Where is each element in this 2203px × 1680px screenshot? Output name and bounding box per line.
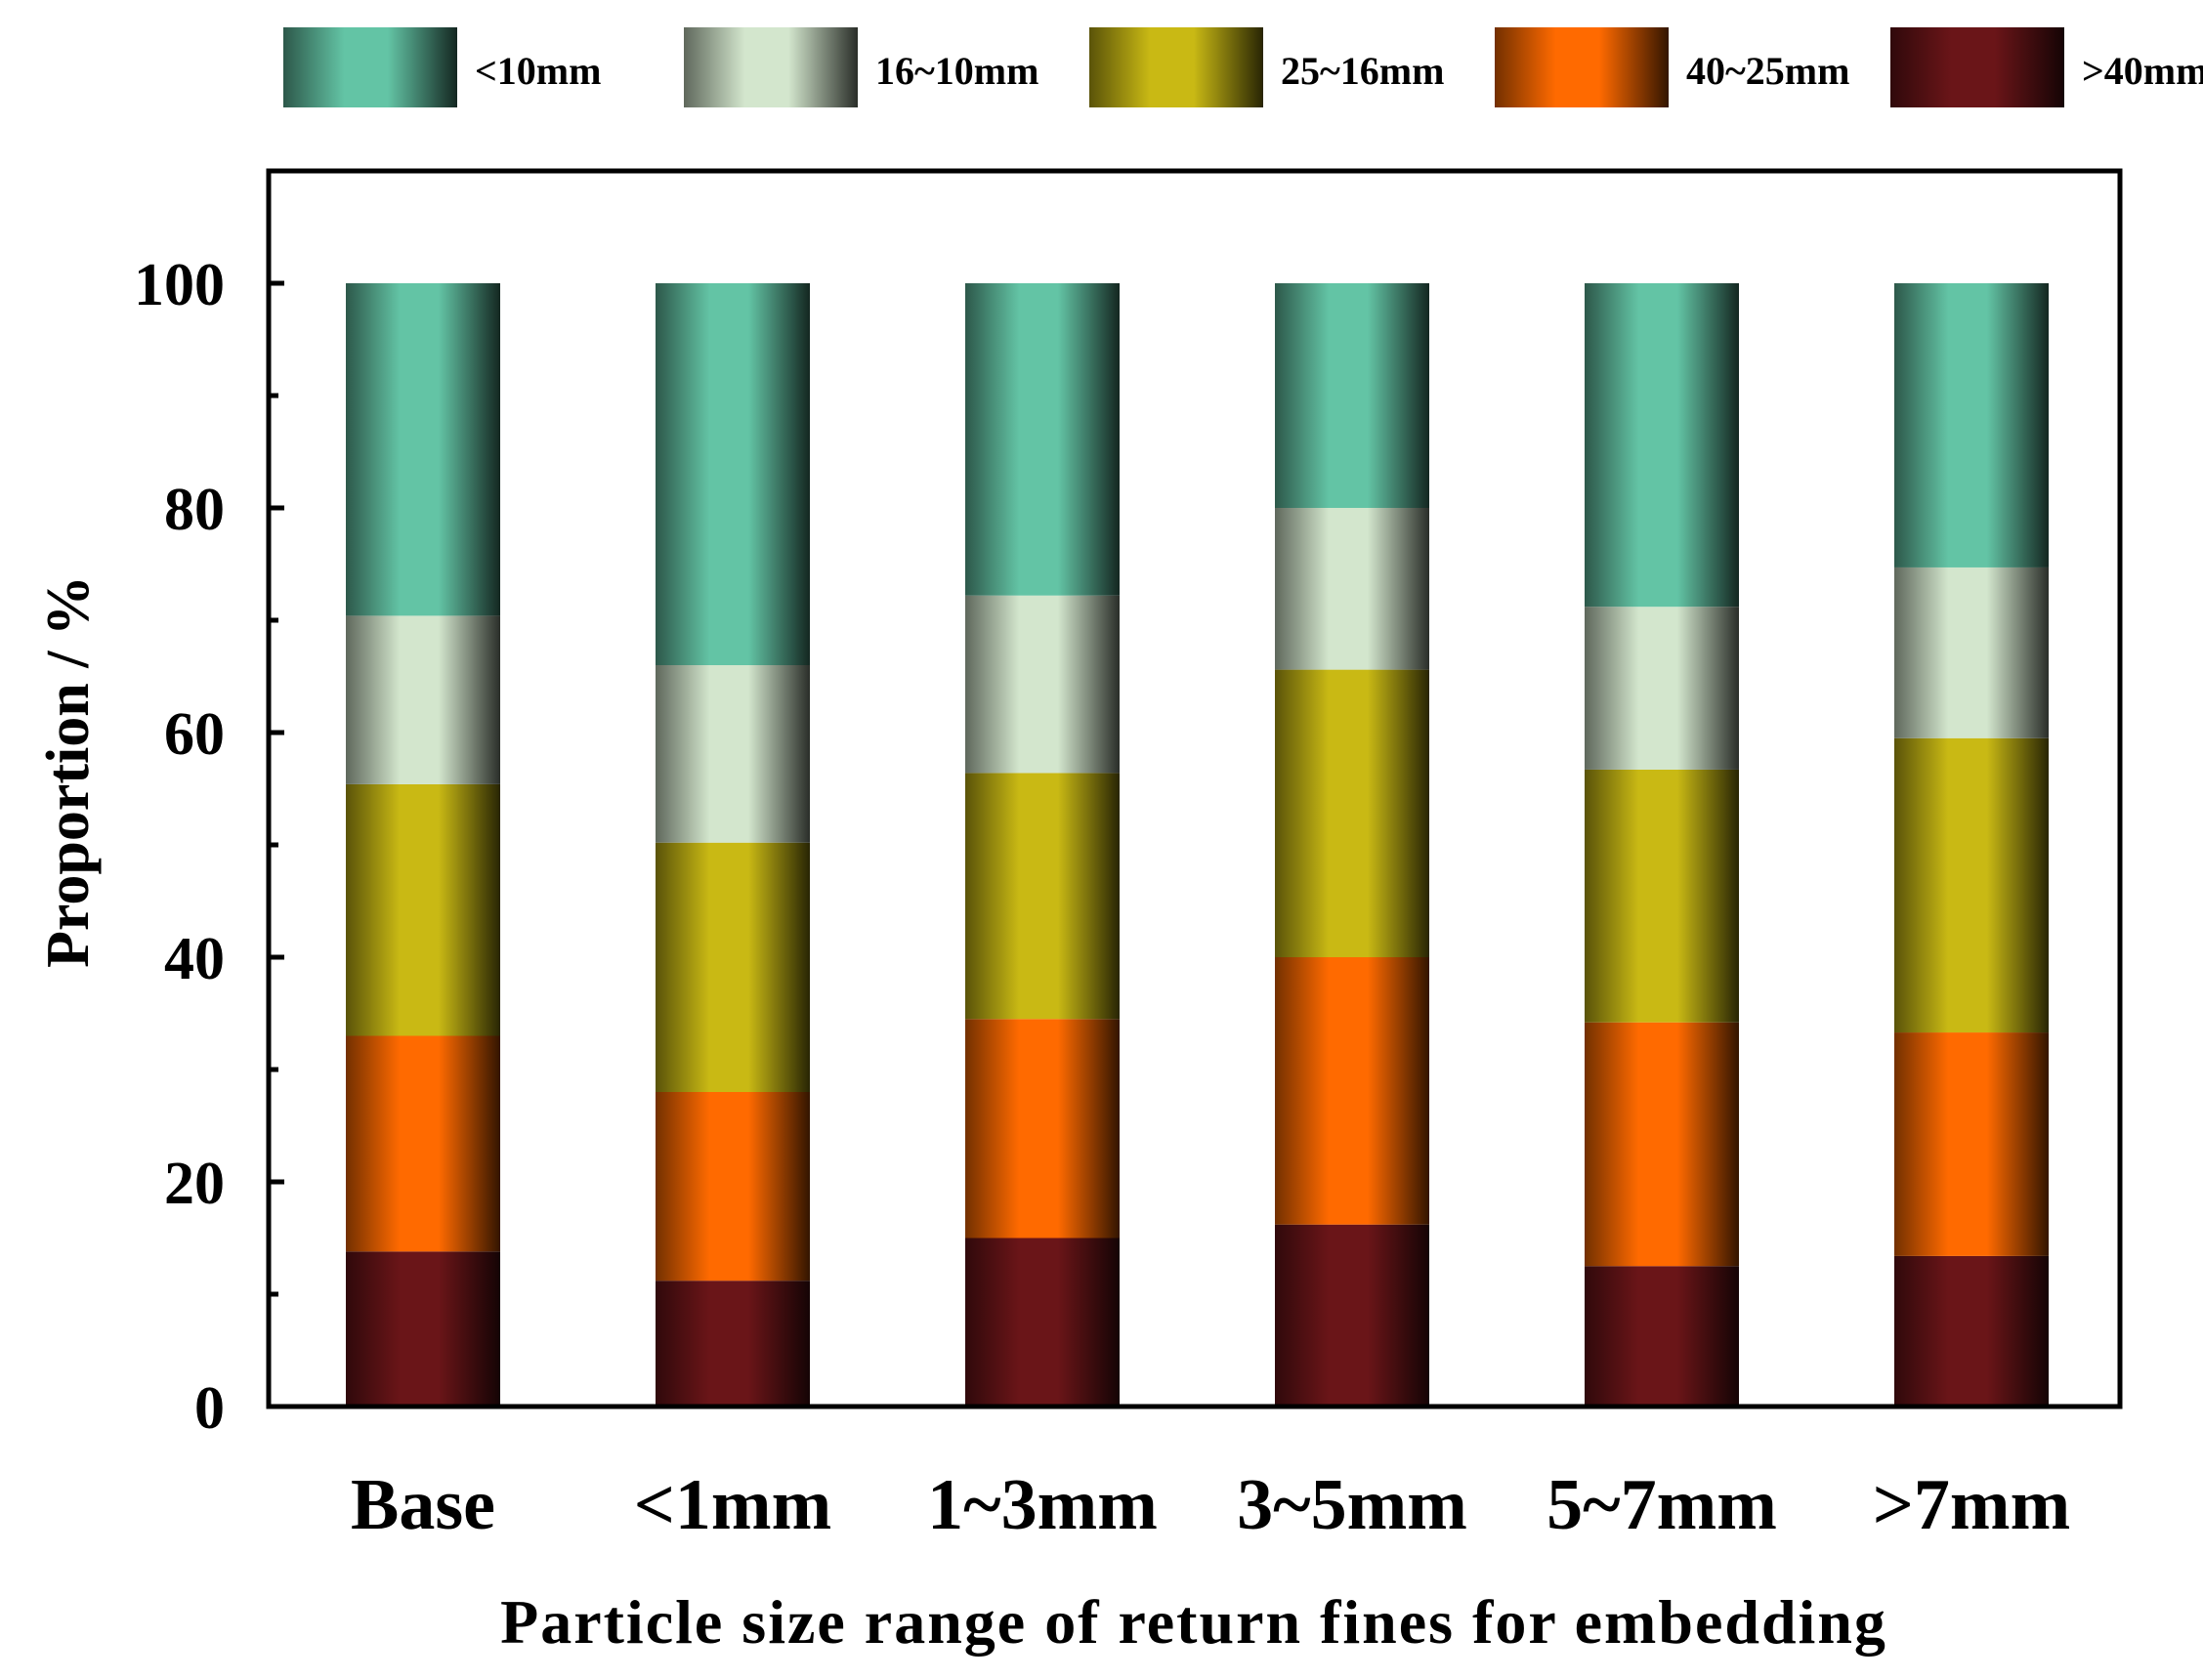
legend-label: <10mm xyxy=(475,49,601,93)
x-tick-label: >7mm xyxy=(1873,1465,2070,1545)
bar-3-segment-3 xyxy=(965,773,1120,1020)
bar-6-segment-2 xyxy=(1894,1032,2049,1256)
bar-3-segment-2 xyxy=(965,1019,1120,1239)
bar-1-segment-5 xyxy=(346,283,500,616)
x-tick-label: <1mm xyxy=(634,1465,831,1545)
x-tick-label: Base xyxy=(351,1465,495,1545)
y-axis: 0 20 40 60 80 100 xyxy=(134,252,284,1442)
bar-2-segment-5 xyxy=(656,283,810,665)
legend-label: 40~25mm xyxy=(1686,49,1849,93)
bar-4-segment-3 xyxy=(1275,669,1429,957)
bar-3-segment-5 xyxy=(965,283,1120,596)
plot-frame xyxy=(266,168,2123,1409)
bar-2-segment-2 xyxy=(656,1092,810,1281)
y-tick-label: 80 xyxy=(164,477,225,543)
bar-2-segment-3 xyxy=(656,842,810,1092)
bar-1-segment-2 xyxy=(346,1035,500,1252)
bar-6-segment-3 xyxy=(1894,737,2049,1033)
bar-4-segment-2 xyxy=(1275,957,1429,1225)
bar-1-segment-4 xyxy=(346,615,500,784)
bar-5-segment-3 xyxy=(1585,769,1739,1023)
y-tick-label: 40 xyxy=(164,926,225,992)
bars xyxy=(346,283,2049,1407)
bar-5-segment-2 xyxy=(1585,1022,1739,1267)
legend-swatch xyxy=(684,27,858,107)
y-axis-title: Proportion / % xyxy=(35,575,102,968)
legend-swatch xyxy=(283,27,457,107)
bar-6-segment-4 xyxy=(1894,567,2049,738)
bar-3-segment-1 xyxy=(965,1238,1120,1407)
bar-6-segment-5 xyxy=(1894,283,2049,567)
bar-3-segment-4 xyxy=(965,595,1120,774)
legend-label: 25~16mm xyxy=(1281,49,1444,93)
legend-swatch xyxy=(1495,27,1669,107)
bar-2-segment-4 xyxy=(656,665,810,843)
y-tick-label: 100 xyxy=(134,252,225,318)
bar-4-segment-4 xyxy=(1275,508,1429,670)
legend-label: 16~10mm xyxy=(875,49,1038,93)
legend-swatch xyxy=(1890,27,2064,107)
x-tick-label: 3~5mm xyxy=(1237,1465,1467,1545)
bar-5-segment-4 xyxy=(1585,607,1739,770)
y-tick-label: 20 xyxy=(164,1151,225,1217)
y-tick-label: 0 xyxy=(194,1375,225,1442)
bar-5-segment-5 xyxy=(1585,283,1739,608)
x-axis-title: Particle size range of return fines for … xyxy=(500,1587,1887,1657)
x-tick-label: 5~7mm xyxy=(1546,1465,1777,1545)
legend-label: >40mm xyxy=(2082,49,2203,93)
bar-4-segment-1 xyxy=(1275,1224,1429,1407)
x-axis: Base <1mm 1~3mm 3~5mm 5~7mm >7mm xyxy=(351,1465,2070,1545)
bar-2-segment-1 xyxy=(656,1281,810,1407)
legend-swatch xyxy=(1089,27,1263,107)
y-tick-label: 60 xyxy=(164,701,225,768)
x-tick-label: 1~3mm xyxy=(927,1465,1158,1545)
bar-1-segment-3 xyxy=(346,783,500,1036)
legend: <10mm 16~10mm 25~16mm 40~25mm >40mm xyxy=(283,27,2203,107)
bar-5-segment-1 xyxy=(1585,1266,1739,1407)
bar-6-segment-1 xyxy=(1894,1255,2049,1407)
bar-1-segment-1 xyxy=(346,1251,500,1407)
bar-4-segment-5 xyxy=(1275,283,1429,508)
